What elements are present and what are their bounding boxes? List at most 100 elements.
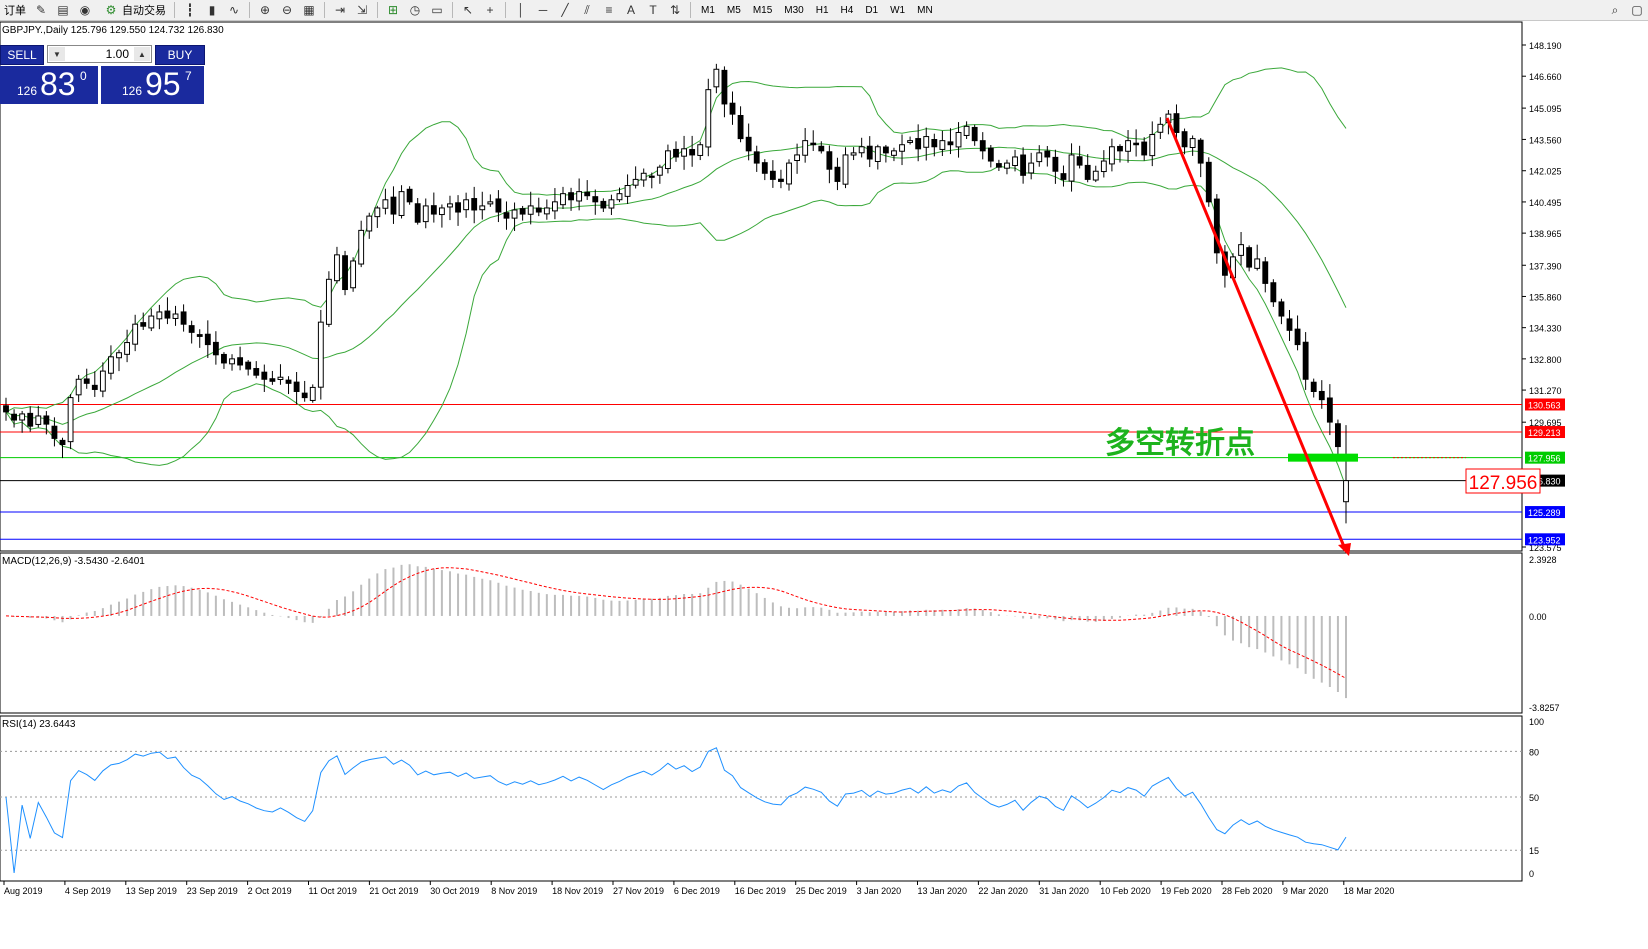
price-level-tag: [1525, 506, 1565, 519]
fibonacci-icon[interactable]: ≡: [605, 3, 613, 17]
timeframe-m5[interactable]: M5: [726, 4, 741, 16]
arrows-icon[interactable]: ⇅: [669, 3, 681, 17]
candle-body: [1213, 198, 1220, 254]
date-tick-label: 13 Sep 2019: [126, 886, 177, 896]
candle-body: [1270, 282, 1277, 303]
lot-decrease-icon[interactable]: ▼: [49, 47, 65, 61]
candle-body: [681, 148, 687, 157]
candle-body: [721, 69, 728, 105]
price-pane-frame: [0, 21, 1523, 552]
candle-body: [309, 386, 316, 401]
price-level-tag-label: 129.213: [1528, 428, 1561, 438]
label-icon[interactable]: T: [649, 3, 657, 17]
candle-body: [1294, 328, 1301, 346]
annotations: 多空转折点 127.956: [1105, 426, 1541, 494]
candle-body: [406, 188, 413, 203]
zoom-in-icon[interactable]: ⊕: [259, 3, 271, 17]
timeframe-m1[interactable]: M1: [701, 4, 715, 16]
candle-body: [99, 370, 106, 392]
sell-button[interactable]: SELL: [0, 45, 44, 65]
candle-body: [43, 415, 50, 425]
candle-body: [67, 397, 74, 443]
date-tick-label: 9 Mar 2020: [1283, 886, 1329, 896]
candle-body: [1020, 154, 1027, 176]
candle-body: [390, 196, 397, 215]
timeframe-h4[interactable]: H4: [840, 4, 854, 16]
horizontal-line-icon[interactable]: ─: [538, 3, 548, 17]
bollinger-lower: [5, 165, 1347, 488]
rsi-tick-label: 15: [1529, 846, 1539, 856]
candle-body: [253, 368, 260, 376]
periods-icon[interactable]: ◷: [409, 3, 421, 17]
candle-body: [1157, 123, 1164, 133]
buy-price-prefix: 126: [122, 84, 143, 98]
buy-price-box[interactable]: 126 95 7: [101, 66, 204, 104]
trendline-icon[interactable]: ╱: [561, 3, 569, 17]
candle-body: [786, 162, 792, 185]
candle-body: [285, 379, 292, 384]
indicators-icon[interactable]: ⊞: [387, 3, 399, 17]
zoom-out-icon[interactable]: ⊖: [281, 3, 293, 17]
signal-icon[interactable]: ◉: [79, 3, 91, 17]
candle-body: [761, 162, 768, 174]
toolbar-divider: [377, 2, 378, 18]
candle-body: [511, 209, 518, 219]
vertical-line-icon[interactable]: │: [517, 3, 525, 17]
timeframe-m15[interactable]: M15: [752, 4, 773, 16]
chart-shift-icon[interactable]: ⇥: [334, 3, 346, 17]
line-chart-icon[interactable]: ∿: [228, 3, 240, 17]
new-order-button[interactable]: 订单: [0, 1, 30, 19]
price-level-tag-label: 123.952: [1528, 535, 1561, 545]
cursor-icon[interactable]: ↖: [462, 3, 474, 17]
sell-price-box[interactable]: 126 83 0: [0, 66, 98, 104]
rsi-tick-label: 0: [1529, 869, 1534, 879]
channel-icon[interactable]: ⫽: [584, 2, 590, 17]
date-tick-label: 8 Nov 2019: [491, 886, 537, 896]
search-icon[interactable]: ⌕: [1611, 2, 1619, 17]
date-tick-label: 28 Feb 2020: [1222, 886, 1273, 896]
candle-body: [3, 405, 9, 413]
pencil-icon[interactable]: ✎: [35, 3, 47, 17]
macd-pane: [5, 564, 1347, 699]
bar-chart-icon[interactable]: ┇: [186, 3, 194, 17]
timeframe-m30[interactable]: M30: [784, 4, 804, 16]
candle-body: [1125, 140, 1131, 152]
sell-price-prefix: 126: [17, 84, 38, 98]
candle-body: [277, 376, 284, 381]
date-tick-label: 23 Sep 2019: [187, 886, 238, 896]
candle-body: [422, 205, 429, 223]
candle-body: [212, 341, 219, 356]
archive-icon[interactable]: ▤: [57, 3, 69, 17]
chat-icon[interactable]: ▢: [1631, 3, 1643, 17]
autoscroll-icon[interactable]: ⇲: [356, 3, 368, 17]
auto-trading-button[interactable]: ⚙ 自动交易: [96, 1, 170, 19]
lot-increase-icon[interactable]: ▲: [134, 47, 150, 61]
candlestick-icon[interactable]: ▮: [208, 3, 216, 17]
candle-body: [1133, 142, 1140, 146]
trend-arrow: [1165, 117, 1347, 550]
chart-canvas[interactable]: 148.190 146.660 145.095 143.560 142.025 140.4…: [0, 21, 1648, 946]
macd-info: MACD(12,26,9) -3.5430 -2.6401: [2, 556, 145, 567]
templates-icon[interactable]: ▭: [431, 3, 443, 17]
candle-body: [414, 203, 421, 223]
timeframe-d1[interactable]: D1: [865, 4, 879, 16]
timeframe-mn[interactable]: MN: [917, 4, 933, 16]
chart-area[interactable]: 148.190 146.660 145.095 143.560 142.025 140.4…: [0, 21, 1648, 946]
text-icon[interactable]: A: [626, 3, 635, 17]
buy-button[interactable]: BUY: [155, 45, 205, 65]
candle-body: [438, 207, 445, 216]
tile-windows-icon[interactable]: ▦: [303, 3, 315, 17]
candle-body: [1197, 139, 1204, 164]
candle-body: [987, 147, 994, 162]
timeframe-h1[interactable]: H1: [815, 4, 829, 16]
candle-body: [196, 334, 203, 337]
candle-body: [866, 145, 873, 160]
candle-body: [1060, 173, 1067, 180]
candle-body: [334, 254, 340, 282]
lot-size-input[interactable]: ▼ 1.00 ▲: [47, 45, 152, 63]
candle-body: [923, 136, 930, 148]
candle-body: [947, 141, 954, 146]
price-tick-label: 131.270: [1529, 386, 1562, 396]
crosshair-icon[interactable]: +: [486, 3, 494, 17]
timeframe-w1[interactable]: W1: [890, 4, 906, 16]
